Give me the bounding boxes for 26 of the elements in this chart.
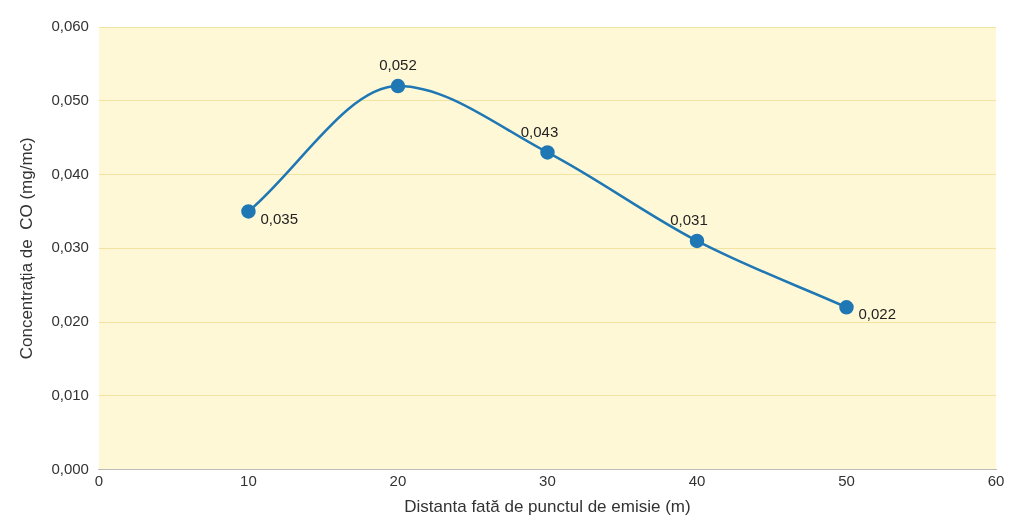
y-axis-title: Concentrația de CO (mg/mc) xyxy=(16,137,36,360)
y-tick-label: 0,030 xyxy=(51,238,89,256)
point xyxy=(839,300,854,315)
x-tick-label: 40 xyxy=(688,471,706,489)
y-tick-label: 0,050 xyxy=(51,90,89,108)
y-tick-label: 0,060 xyxy=(51,17,89,35)
point xyxy=(390,78,406,94)
x-tick-label: 60 xyxy=(987,471,1005,489)
point xyxy=(241,204,256,219)
point xyxy=(540,145,555,160)
y-tick-label: 0,000 xyxy=(51,459,89,477)
x-tick-label: 20 xyxy=(389,471,407,489)
y-tick-label: 0,010 xyxy=(51,385,89,403)
x-tick-label: 30 xyxy=(539,471,556,489)
point xyxy=(689,233,705,249)
data-label: 0,022 xyxy=(858,305,897,323)
data-label: 0,043 xyxy=(520,122,559,140)
x-tick-label: 10 xyxy=(240,471,257,489)
y-tick-label: 0,020 xyxy=(51,312,89,330)
x-axis-title: Distanta fată de punctul de emisie (m) xyxy=(404,497,691,517)
x-tick-label: 50 xyxy=(838,471,855,489)
data-label: 0,031 xyxy=(670,211,708,229)
data-label: 0,035 xyxy=(260,209,298,227)
x-tick-label: 0 xyxy=(94,471,104,489)
data-label: 0,052 xyxy=(379,56,417,74)
y-tick-label: 0,040 xyxy=(51,164,89,182)
